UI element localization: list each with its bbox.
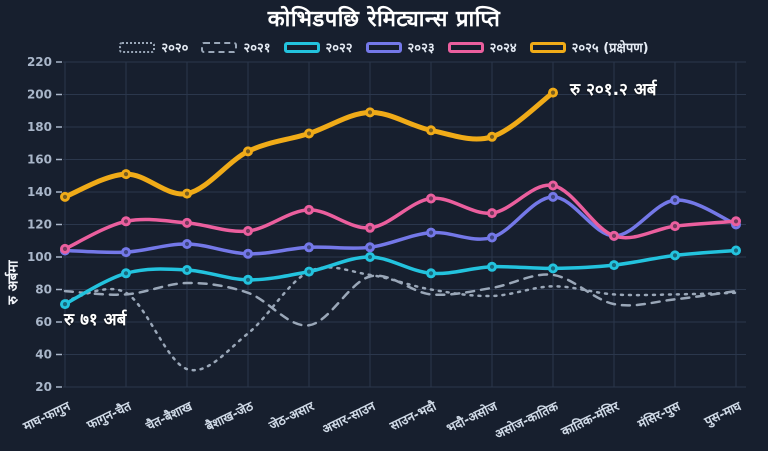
legend-item-2025[interactable]: २०२५ (प्रक्षेपण) (529, 38, 649, 56)
legend-label-2022: २०२२ (325, 41, 353, 56)
svg-text:जेठ-असार: जेठ-असार (266, 398, 317, 433)
legend-item-2024[interactable]: २०२४ (447, 38, 517, 56)
chart-legend: २०२० २०२१ २०२२ २०२३ २०२४ २०२५ (प्रक्षेपण… (0, 38, 768, 56)
legend-swatch-2023-purple (365, 41, 402, 53)
annotation-start-value: रु ७१ अर्ब (64, 310, 127, 330)
legend-label-2021: २०२१ (243, 41, 271, 56)
svg-text:180: 180 (27, 120, 52, 134)
series-२०२१ (63, 273, 738, 327)
svg-text:भदौ-असोज: भदौ-असोज (444, 398, 500, 436)
series-२०२३ (60, 191, 741, 259)
svg-text:चैत-बैशाख: चैत-बैशाख (142, 398, 195, 434)
legend-swatch-2021-dashed (201, 41, 238, 53)
gridlines (63, 61, 746, 388)
svg-text:पुस-माघ: पुस-माघ (701, 398, 744, 430)
svg-text:साउन-भदौ: साउन-भदौ (387, 398, 439, 434)
series-२०२० (63, 266, 738, 372)
series-२०२५ (प्रक्षेपण) (60, 87, 558, 202)
y-axis-label: रु अर्बमा (5, 260, 22, 305)
legend-item-2020[interactable]: २०२० (119, 38, 188, 56)
svg-text:असोज-कातिक: असोज-कातिक (492, 398, 561, 442)
svg-text:फागुन-चैत: फागुन-चैत (83, 398, 134, 434)
svg-text:160: 160 (27, 153, 52, 167)
series-२०२४ (60, 180, 741, 254)
legend-label-2024: २०२४ (489, 41, 517, 56)
chart-title: कोभिडपछि रेमिट्यान्स प्राप्ति (267, 7, 501, 32)
chart-canvas: 20 40 60 80 100 120 140 160 180 200 220 माघ-फागुन फा… (20, 55, 746, 442)
series-२०२२ (60, 245, 741, 310)
legend-swatch-2020-dotted (119, 41, 156, 53)
annotation-peak-value: रु २०१.२ अर्ब (570, 80, 657, 100)
svg-text:माघ-फागुन: माघ-फागुन (20, 398, 74, 435)
legend-swatch-2022-cyan (283, 41, 320, 53)
legend-label-2020: २०२० (161, 41, 189, 56)
svg-text:20: 20 (35, 380, 52, 394)
line-chart: 20 40 60 80 100 120 140 160 180 200 220 माघ-फागुन फा… (0, 55, 768, 451)
legend-label-2025: २०२५ (प्रक्षेपण) (571, 41, 649, 56)
svg-text:असार-साउन: असार-साउन (319, 398, 378, 437)
legend-item-2021[interactable]: २०२१ (201, 38, 271, 56)
svg-text:120: 120 (27, 218, 52, 232)
svg-text:कातिक-मंसिर: कातिक-मंसिर (558, 398, 622, 440)
svg-text:80: 80 (35, 283, 52, 297)
svg-text:220: 220 (27, 55, 52, 69)
svg-text:40: 40 (35, 348, 52, 362)
legend-swatch-2024-pink (447, 41, 484, 53)
legend-swatch-2025-yellow (529, 41, 566, 53)
legend-item-2022[interactable]: २०२२ (283, 38, 353, 56)
legend-label-2023: २०२३ (407, 41, 435, 56)
svg-text:बैशाख-जेठ: बैशाख-जेठ (202, 398, 256, 435)
svg-text:140: 140 (27, 185, 52, 199)
svg-text:100: 100 (27, 250, 52, 264)
svg-text:60: 60 (35, 315, 52, 329)
legend-item-2023[interactable]: २०२३ (365, 38, 435, 56)
svg-text:मंसिर-पुस: मंसिर-पुस (634, 398, 683, 433)
svg-text:200: 200 (27, 88, 52, 102)
